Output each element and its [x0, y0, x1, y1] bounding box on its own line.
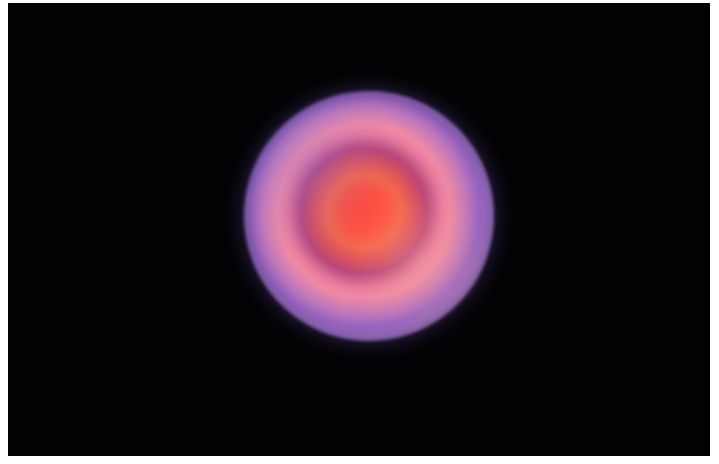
- orb-highlight: [244, 91, 494, 341]
- glowing-orb: [244, 91, 494, 341]
